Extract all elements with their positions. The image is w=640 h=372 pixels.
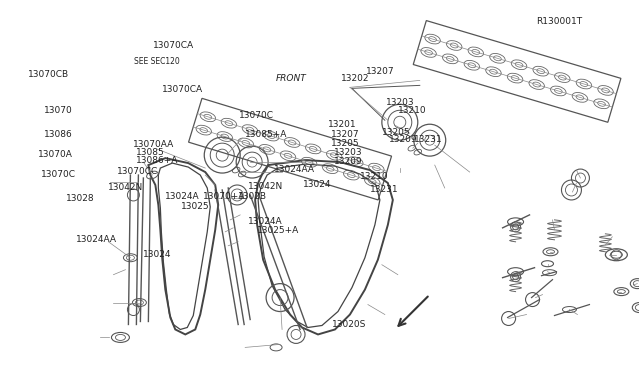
Text: FRONT: FRONT xyxy=(276,74,307,83)
Text: R130001T: R130001T xyxy=(536,17,582,26)
Text: 13210: 13210 xyxy=(398,106,427,115)
Text: 13202: 13202 xyxy=(341,74,369,83)
Text: 13205: 13205 xyxy=(332,139,360,148)
Text: 13231: 13231 xyxy=(369,185,398,194)
Text: 13086+A: 13086+A xyxy=(136,155,179,164)
Text: 13024AA: 13024AA xyxy=(274,165,315,174)
Text: 13070+A: 13070+A xyxy=(203,192,245,201)
Text: 13085+A: 13085+A xyxy=(244,129,287,139)
Text: 13209: 13209 xyxy=(388,135,417,144)
Text: 13024A: 13024A xyxy=(165,192,200,201)
Text: 13210: 13210 xyxy=(360,172,388,181)
Text: 13201: 13201 xyxy=(328,121,356,129)
Text: 13203: 13203 xyxy=(335,148,363,157)
Text: 13070C: 13070C xyxy=(41,170,76,179)
Text: 13205: 13205 xyxy=(382,128,411,137)
Text: 13024A: 13024A xyxy=(248,217,283,226)
Text: 13070C: 13070C xyxy=(239,111,274,120)
Text: 13024: 13024 xyxy=(143,250,172,259)
Text: 13207: 13207 xyxy=(332,129,360,139)
Text: 13070CC: 13070CC xyxy=(117,167,159,176)
Text: 13070AA: 13070AA xyxy=(133,140,175,149)
Text: 13042N: 13042N xyxy=(108,183,143,192)
Text: 13070: 13070 xyxy=(44,106,72,115)
Text: 13070A: 13070A xyxy=(38,150,72,159)
Text: 13207: 13207 xyxy=(366,67,395,76)
Text: 13042N: 13042N xyxy=(248,182,284,190)
Text: 1302B: 1302B xyxy=(239,192,268,201)
Text: 13024AA: 13024AA xyxy=(76,235,117,244)
Text: 13020S: 13020S xyxy=(332,321,366,330)
Text: 13203: 13203 xyxy=(385,98,414,107)
Text: 13028: 13028 xyxy=(66,195,95,203)
Text: 13025: 13025 xyxy=(181,202,210,211)
Text: 13086: 13086 xyxy=(44,129,72,139)
Text: 13231: 13231 xyxy=(414,135,443,144)
Text: 13024: 13024 xyxy=(303,180,331,189)
Text: 13070CA: 13070CA xyxy=(162,85,204,94)
Text: 13085: 13085 xyxy=(136,148,165,157)
Text: 13209: 13209 xyxy=(335,157,363,166)
Text: 13070CA: 13070CA xyxy=(152,41,194,50)
Text: 13025+A: 13025+A xyxy=(257,226,300,235)
Text: 13070CB: 13070CB xyxy=(28,70,69,79)
Text: SEE SEC120: SEE SEC120 xyxy=(134,57,180,66)
